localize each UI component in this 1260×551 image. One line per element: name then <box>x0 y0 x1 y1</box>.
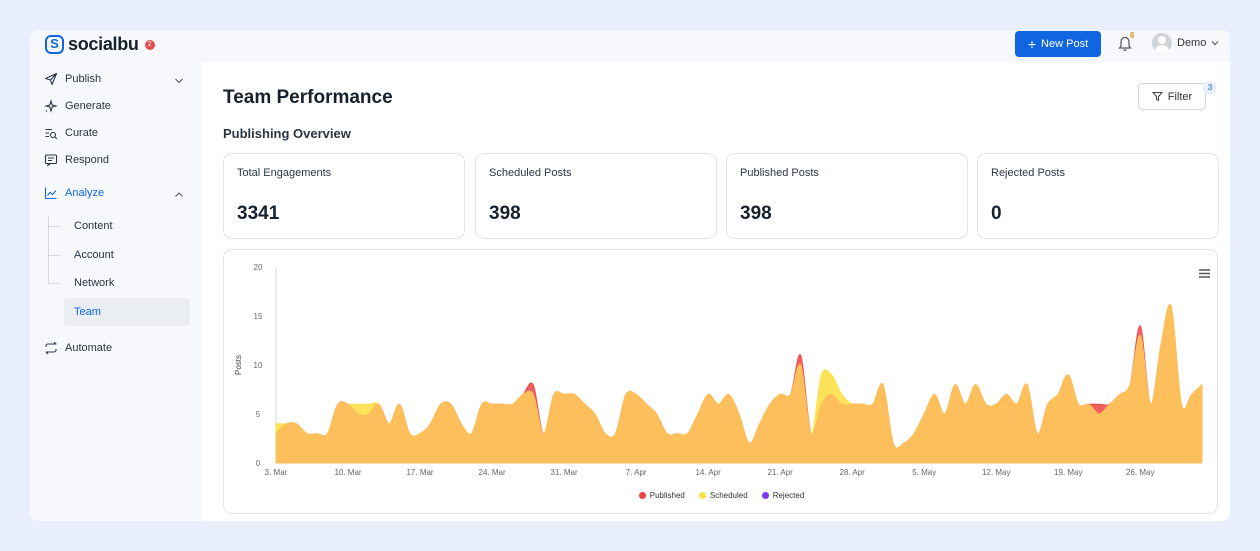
stat-label: Total Engagements <box>237 167 332 179</box>
avatar <box>1152 33 1172 53</box>
legend-item-published[interactable]: Published <box>638 491 685 500</box>
sidebar-item-label: Automate <box>65 342 113 354</box>
top-bar: S socialbu 2 + New Post 6 Demo <box>30 30 1230 62</box>
x-tick-label: 28. Apr <box>839 468 865 477</box>
chart-legend: Published Scheduled Rejected <box>224 491 1219 500</box>
app-window: S socialbu 2 + New Post 6 Demo Publish G… <box>30 30 1230 521</box>
sidebar-item-label: Respond <box>65 154 110 166</box>
legend-label: Rejected <box>772 491 805 500</box>
sidebar-item-label: Publish <box>65 73 102 85</box>
legend-dot <box>698 492 706 499</box>
sidebar-item-analyze[interactable]: Analyze <box>44 186 104 200</box>
user-name: Demo <box>1177 37 1207 49</box>
repeat-icon <box>45 341 57 355</box>
sidebar-subitem-content[interactable]: Content <box>74 220 113 232</box>
chart-svg: 0 5 10 15 20 Posts 3. Mar 10. Mar 17. Mar 24. Mar… <box>234 263 1203 477</box>
legend-label: Published <box>649 491 685 500</box>
stat-label: Rejected Posts <box>991 167 1065 179</box>
menu-icon[interactable] <box>1199 269 1210 278</box>
user-menu[interactable]: Demo <box>1152 33 1219 53</box>
y-tick-label: 5 <box>256 410 261 419</box>
curate-icon <box>45 128 58 140</box>
stat-card-rejected-posts: Rejected Posts 0 <box>977 153 1219 239</box>
logo[interactable]: S socialbu 2 <box>45 34 155 55</box>
stat-label: Published Posts <box>740 167 819 179</box>
send-icon <box>44 72 58 86</box>
page-title: Team Performance <box>223 87 393 108</box>
y-tick-label: 0 <box>256 459 261 468</box>
x-tick-label: 17. Mar <box>406 468 433 477</box>
sidebar-item-generate[interactable]: Generate <box>44 99 111 113</box>
sidebar-item-respond[interactable]: Respond <box>44 153 109 167</box>
x-tick-label: 12. May <box>982 468 1010 477</box>
section-title: Publishing Overview <box>223 126 351 141</box>
y-tick-label: 15 <box>254 312 263 321</box>
message-icon <box>44 154 58 167</box>
x-tick-label: 10. Mar <box>334 468 361 477</box>
x-tick-label: 5. May <box>912 468 936 477</box>
submenu-tick <box>48 226 60 227</box>
filter-button[interactable]: Filter <box>1138 83 1206 110</box>
sparkle-icon <box>44 99 58 113</box>
chevron-down-icon[interactable] <box>174 76 184 86</box>
chevron-up-icon[interactable] <box>174 190 184 200</box>
sidebar-subitem-network[interactable]: Network <box>74 277 115 289</box>
notification-count: 6 <box>1130 31 1135 40</box>
new-post-label: New Post <box>1041 38 1089 50</box>
x-tick-label: 3. Mar <box>265 468 288 477</box>
x-tick-label: 24. Mar <box>479 468 506 477</box>
stat-value: 0 <box>991 203 1002 224</box>
stat-value: 3341 <box>237 203 280 224</box>
x-tick-label: 26. May <box>1126 468 1154 477</box>
legend-item-scheduled[interactable]: Scheduled <box>698 491 748 500</box>
stat-value: 398 <box>489 203 521 224</box>
brand-name: socialbu <box>68 34 139 54</box>
sidebar-item-curate[interactable]: Curate <box>44 126 98 140</box>
sidebar-item-publish[interactable]: Publish <box>44 72 101 86</box>
x-tick-label: 14. Apr <box>695 468 721 477</box>
y-axis-label: Posts <box>234 355 243 375</box>
stat-card-total-engagements: Total Engagements 3341 <box>223 153 465 239</box>
y-tick-label: 20 <box>254 263 263 272</box>
stat-label: Scheduled Posts <box>489 167 572 179</box>
sidebar-subitem-account[interactable]: Account <box>74 249 114 261</box>
sidebar-item-automate[interactable]: Automate <box>44 341 112 355</box>
submenu-tick <box>48 283 60 284</box>
posts-chart: 0 5 10 15 20 Posts 3. Mar 10. Mar 17. Mar 24. Mar… <box>223 249 1218 514</box>
legend-dot <box>761 492 769 499</box>
sidebar: Publish Generate Curate Respond Analyze … <box>30 62 203 521</box>
sidebar-item-label: Curate <box>65 127 99 139</box>
bell-icon[interactable] <box>1118 36 1132 52</box>
series-area-overlap <box>275 304 1203 464</box>
chevron-down-icon <box>1211 41 1219 46</box>
x-tick-label: 19. May <box>1054 468 1082 477</box>
filter-label: Filter <box>1167 90 1193 103</box>
brand-badge: 2 <box>144 39 155 50</box>
chart-line-icon <box>44 187 57 200</box>
filter-icon <box>1151 92 1163 102</box>
submenu-tick <box>48 255 60 256</box>
submenu-line <box>48 216 49 284</box>
stat-value: 398 <box>740 203 772 224</box>
new-post-button[interactable]: + New Post <box>1015 31 1101 57</box>
main-content: Team Performance Filter 3 Publishing Ove… <box>203 62 1230 521</box>
sidebar-subitem-team[interactable]: Team <box>64 298 190 326</box>
filter-count-badge: 3 <box>1203 81 1217 95</box>
plus-icon: + <box>1027 36 1037 52</box>
legend-label: Scheduled <box>709 491 748 500</box>
sidebar-item-label: Analyze <box>65 187 105 199</box>
stat-card-scheduled-posts: Scheduled Posts 398 <box>475 153 717 239</box>
x-tick-label: 7. Apr <box>626 468 647 477</box>
y-tick-label: 10 <box>254 361 263 370</box>
x-tick-label: 21. Apr <box>767 468 793 477</box>
legend-item-rejected[interactable]: Rejected <box>761 491 805 500</box>
stat-card-published-posts: Published Posts 398 <box>726 153 968 239</box>
legend-dot <box>638 492 646 499</box>
logo-icon: S <box>45 35 64 54</box>
x-tick-label: 31. Mar <box>551 468 578 477</box>
sidebar-item-label: Generate <box>65 100 111 112</box>
